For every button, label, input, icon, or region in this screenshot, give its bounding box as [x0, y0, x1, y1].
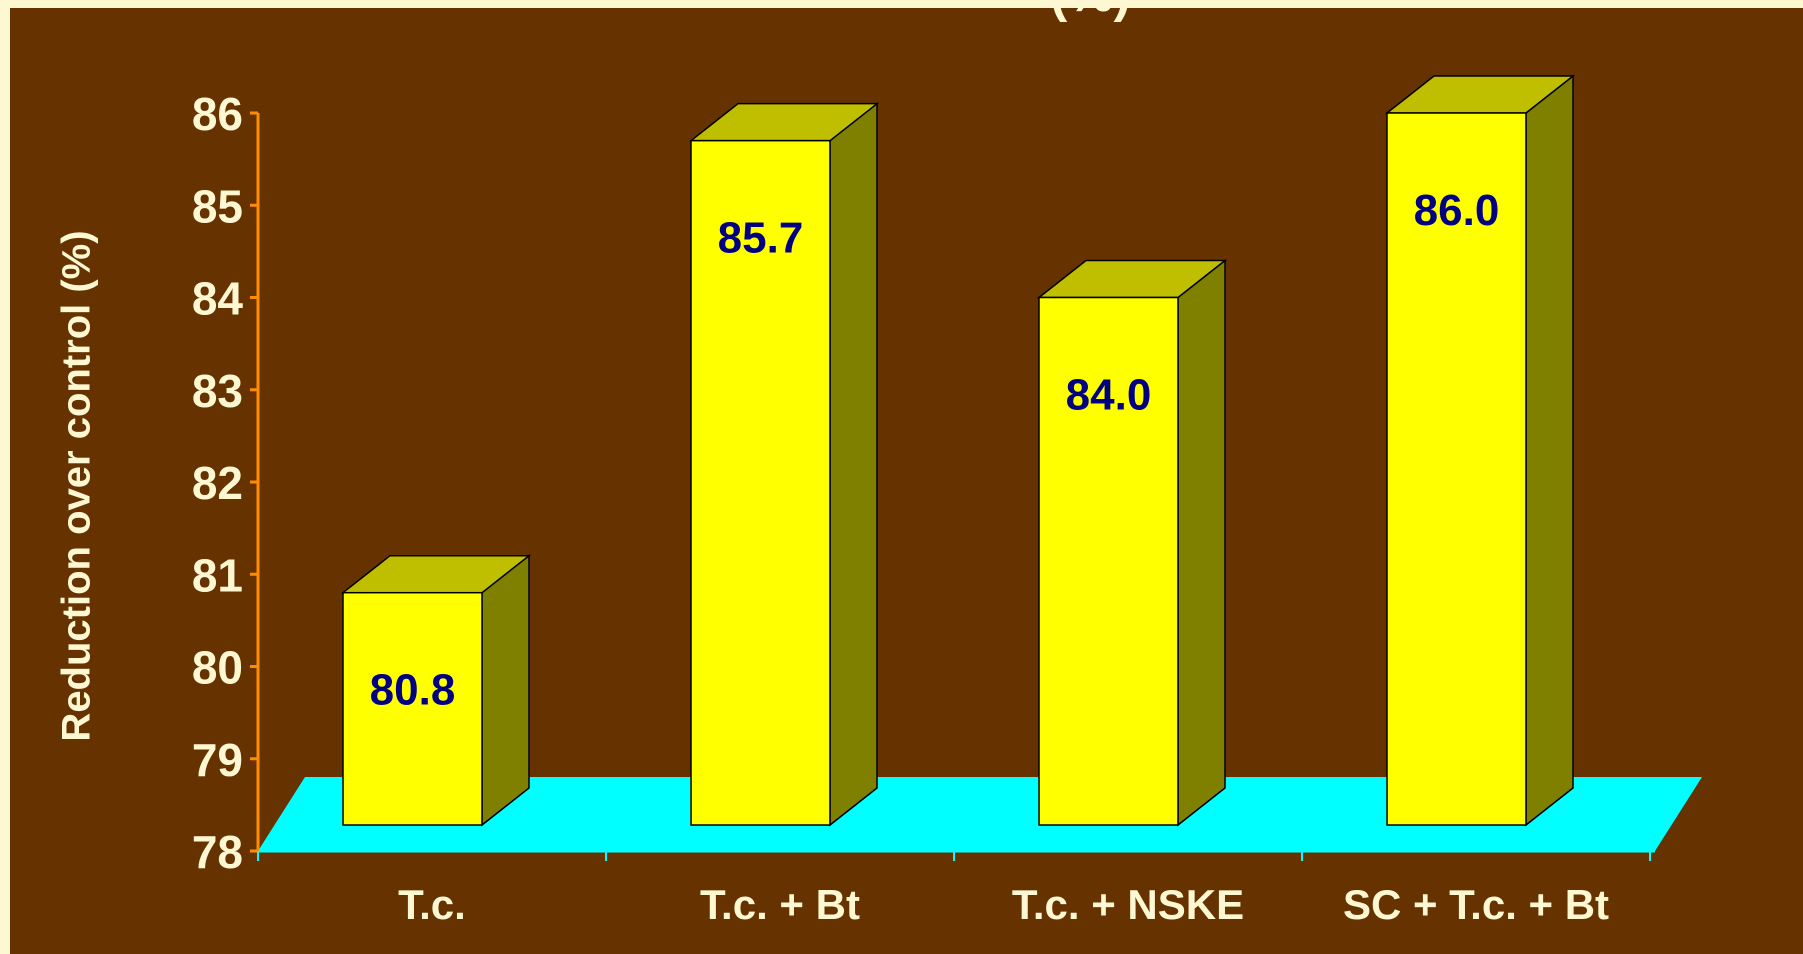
x-tick-label: T.c. + NSKE [1012, 881, 1244, 928]
x-tick-label: T.c. [398, 881, 466, 928]
bar [1386, 112, 1527, 826]
bar-side [481, 554, 530, 827]
data-label: 80.8 [370, 666, 456, 715]
chart-stage: 78 79 80 81 82 83 84 85 86 80.8 T.c. 85.7 T.c. + Bt 8… [10, 8, 1803, 954]
data-label: 85.7 [718, 214, 804, 263]
y-tick-label: 79 [192, 734, 243, 786]
bar-side [1177, 258, 1226, 827]
x-tick-label: SC + T.c. + Bt [1343, 881, 1609, 928]
y-tick-label: 81 [192, 549, 243, 601]
x-tick-label: T.c. + Bt [700, 881, 860, 928]
bar [690, 139, 831, 826]
bar-side [1525, 74, 1574, 827]
bar-side [829, 102, 878, 827]
y-tick-label: 84 [192, 273, 244, 325]
y-tick-label: 86 [192, 88, 243, 140]
y-tick-label: 85 [192, 180, 243, 232]
y-tick-label: 78 [192, 826, 243, 878]
y-axis-label: Reduction over control (%) [54, 230, 99, 742]
data-label: 84.0 [1066, 371, 1152, 420]
chart-title-fragment: (%) [1050, 8, 1131, 24]
bar [342, 591, 483, 826]
floor-plane [258, 777, 1702, 851]
y-tick-label: 82 [192, 457, 243, 509]
bar [1038, 296, 1179, 826]
y-tick-label: 83 [192, 365, 243, 417]
chart-svg: 78 79 80 81 82 83 84 85 86 80.8 T.c. 85.7 T.c. + Bt 8… [192, 74, 1702, 928]
y-tick-label: 80 [192, 642, 243, 694]
data-label: 86.0 [1414, 186, 1500, 235]
